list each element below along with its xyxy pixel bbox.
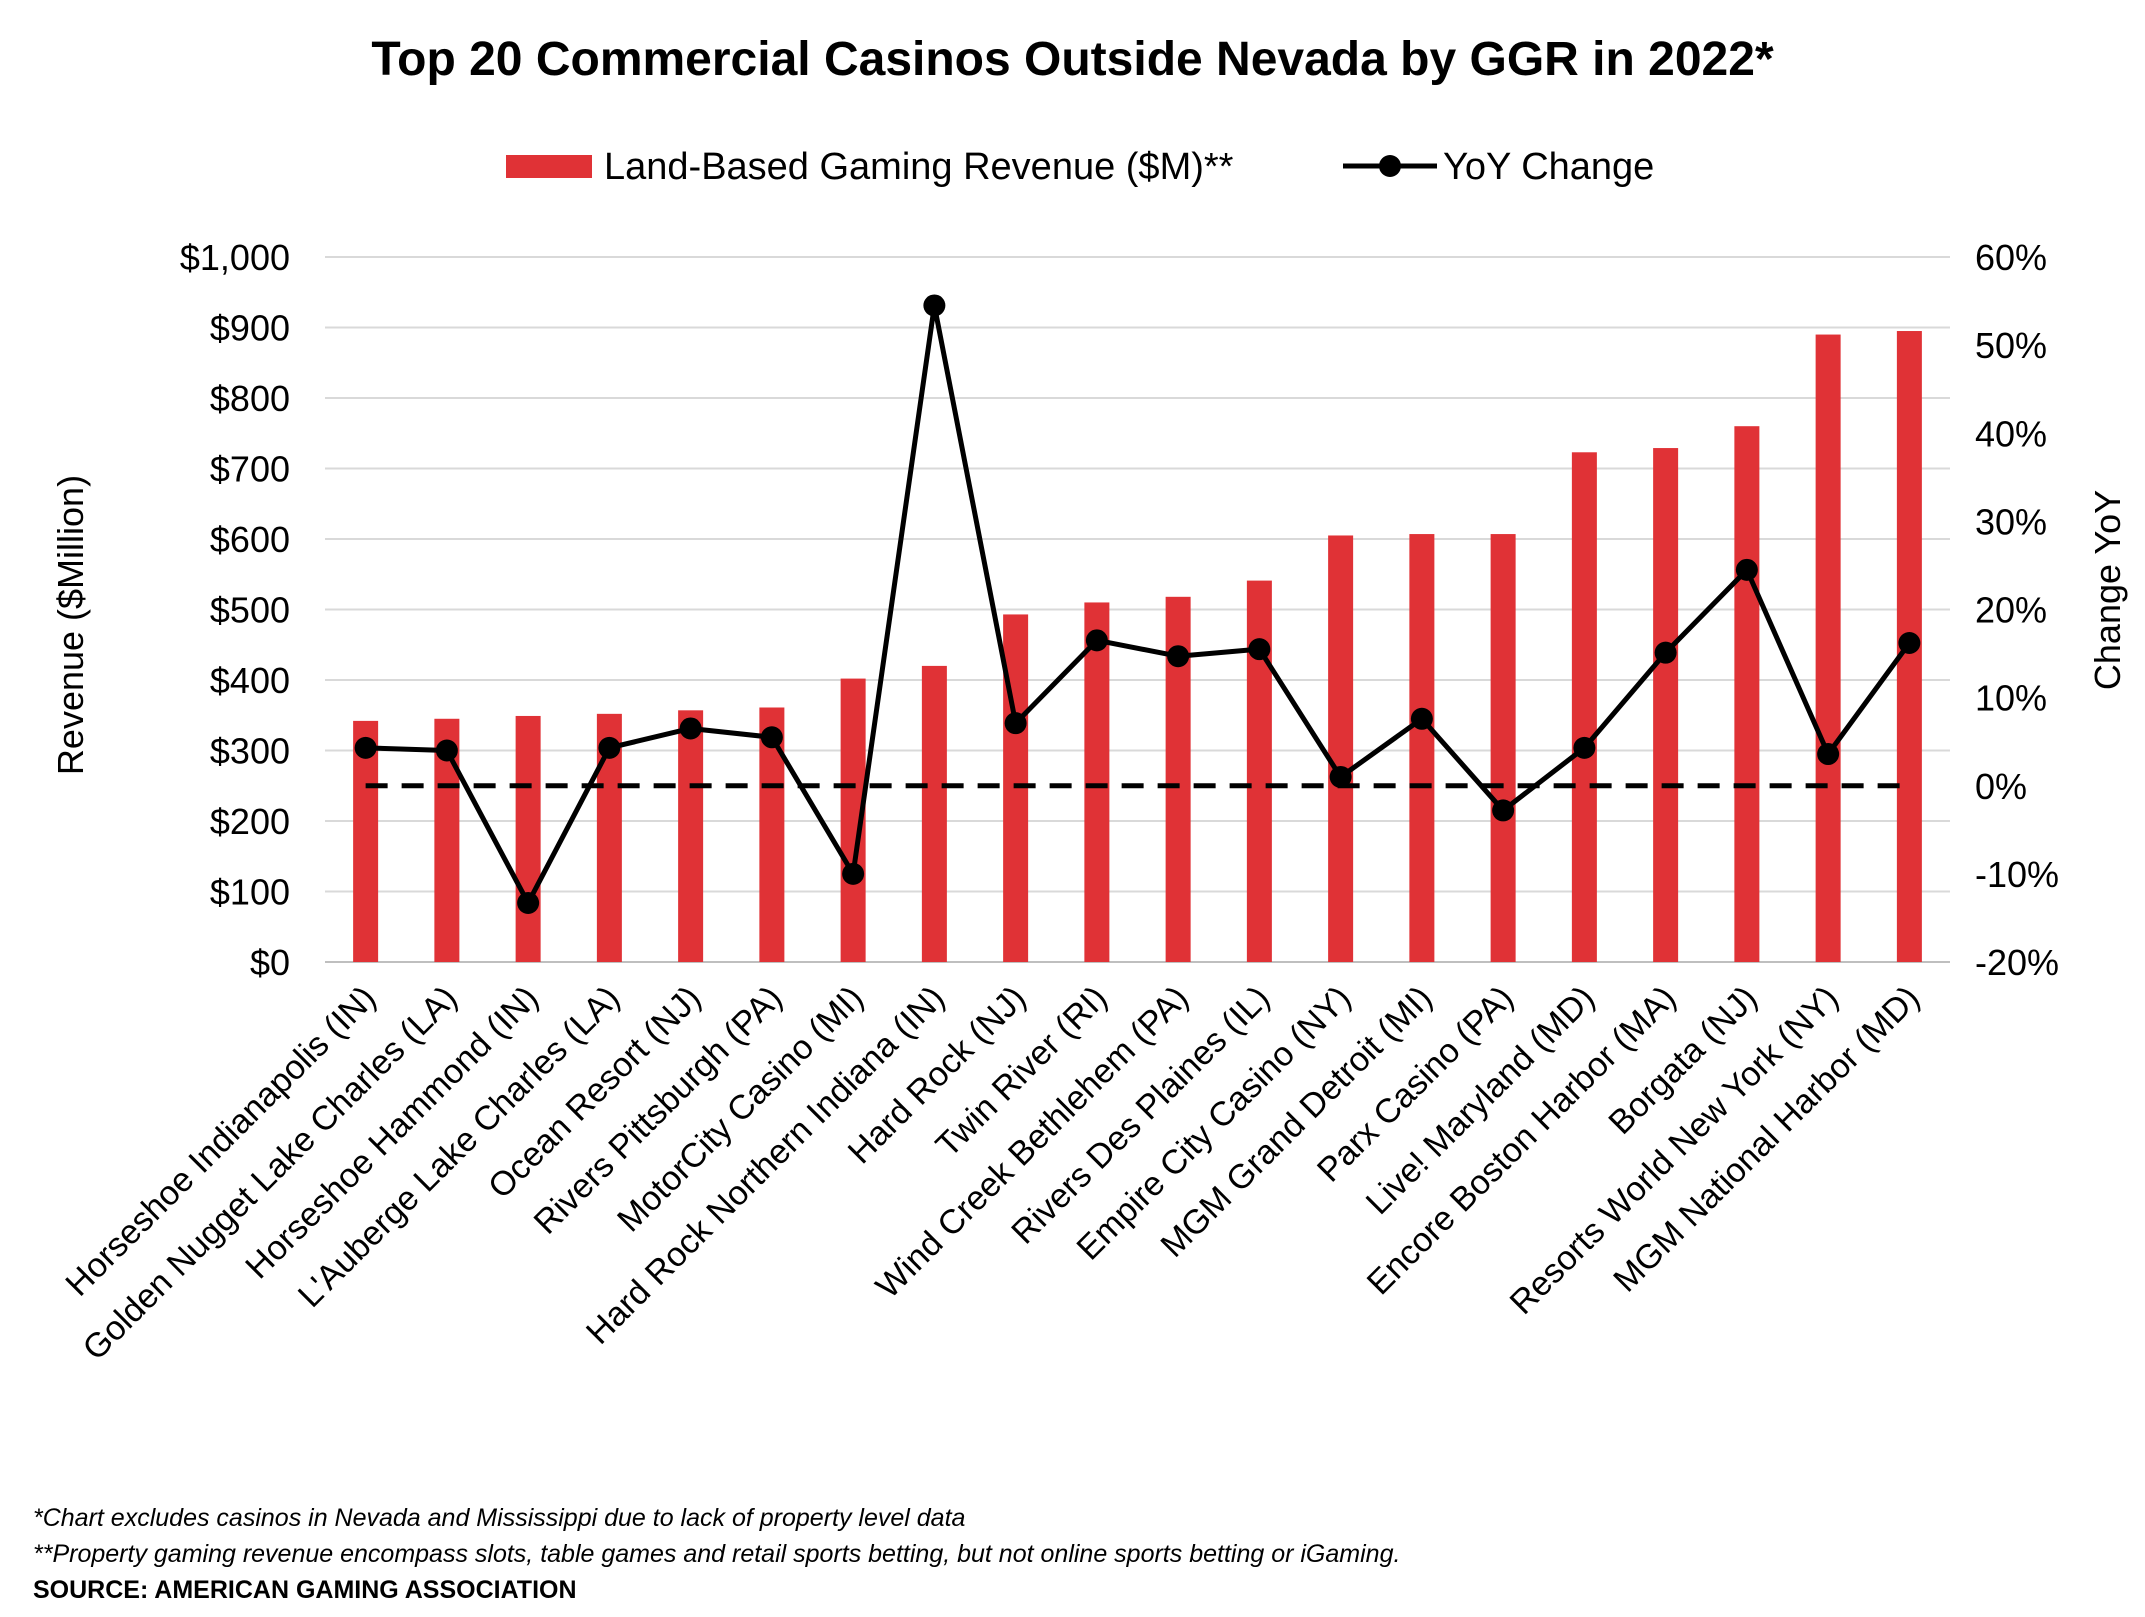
right-tick-label: 20% xyxy=(1975,590,2047,631)
left-tick-label: $1,000 xyxy=(180,237,290,278)
yoy-point xyxy=(1898,631,1921,654)
yoy-line xyxy=(365,302,1912,906)
category-labels: Horseshoe Indianapolis (IN)Golden Nugget… xyxy=(58,979,1927,1368)
yoy-point xyxy=(1248,638,1271,661)
yoy-point xyxy=(354,736,377,759)
left-tick-label: $800 xyxy=(210,378,290,419)
right-axis-ticks: -20% -10% 0% 10% 20% 30% 40% 50% 60% xyxy=(1975,237,2059,983)
revenue-bar xyxy=(921,665,947,962)
yoy-point xyxy=(1573,736,1596,759)
legend-line-marker xyxy=(1379,155,1401,177)
left-tick-label: $900 xyxy=(210,308,290,349)
yoy-point xyxy=(598,736,621,759)
left-tick-label: $0 xyxy=(250,942,290,983)
gridlines xyxy=(325,256,1950,963)
left-tick-label: $600 xyxy=(210,519,290,560)
yoy-point xyxy=(760,726,783,749)
legend-bar-swatch xyxy=(506,155,592,178)
source-line: SOURCE: AMERICAN GAMING ASSOCIATION xyxy=(33,1576,577,1604)
footnote-1: *Chart excludes casinos in Nevada and Mi… xyxy=(33,1504,966,1532)
yoy-point xyxy=(1085,629,1108,652)
revenue-bar xyxy=(1815,334,1841,962)
yoy-point xyxy=(1735,558,1758,581)
yoy-point xyxy=(923,294,946,317)
revenue-bar xyxy=(1246,580,1272,962)
revenue-bar xyxy=(1490,534,1516,962)
chart-title: Top 20 Commercial Casinos Outside Nevada… xyxy=(371,33,1774,86)
legend-line-label: YoY Change xyxy=(1443,146,1654,188)
yoy-point xyxy=(1410,707,1433,730)
yoy-point xyxy=(679,717,702,740)
right-tick-label: -10% xyxy=(1975,854,2059,895)
yoy-point xyxy=(1329,765,1352,788)
yoy-point xyxy=(1817,743,1840,766)
revenue-bar xyxy=(1653,448,1679,962)
footnote-2: **Property gaming revenue encompass slot… xyxy=(33,1540,1401,1568)
right-tick-label: 40% xyxy=(1975,413,2047,454)
yoy-point xyxy=(842,862,865,885)
yoy-point xyxy=(1004,712,1027,735)
yoy-change-line xyxy=(354,294,1921,914)
yoy-point xyxy=(1167,645,1190,668)
left-tick-label: $500 xyxy=(210,590,290,631)
right-tick-label: 60% xyxy=(1975,237,2047,278)
legend: Land-Based Gaming Revenue ($M)** YoY Chan… xyxy=(506,146,1654,188)
yoy-point xyxy=(517,891,540,914)
right-tick-label: 30% xyxy=(1975,501,2047,542)
revenue-bar xyxy=(1328,535,1354,962)
revenue-bar xyxy=(1409,534,1435,962)
left-tick-label: $100 xyxy=(210,872,290,913)
yoy-point xyxy=(1492,799,1515,822)
revenue-bar xyxy=(1571,452,1597,962)
left-tick-label: $300 xyxy=(210,731,290,772)
left-axis-ticks: $0 $100 $200 $300 $400 $500 $600 $700 $800 $900 $1… xyxy=(180,237,290,983)
right-tick-label: -20% xyxy=(1975,942,2059,983)
right-tick-label: 0% xyxy=(1975,766,2027,807)
left-tick-label: $200 xyxy=(210,801,290,842)
left-tick-label: $700 xyxy=(210,449,290,490)
revenue-bar xyxy=(515,715,541,962)
right-tick-label: 10% xyxy=(1975,678,2047,719)
left-axis-label: Revenue ($Million) xyxy=(50,475,91,775)
revenue-bar xyxy=(353,720,379,962)
revenue-bar xyxy=(1734,426,1760,962)
yoy-point xyxy=(1654,641,1677,664)
combo-chart: Land-Based Gaming Revenue ($M)** YoY Chan… xyxy=(50,146,2128,1368)
left-tick-label: $400 xyxy=(210,660,290,701)
yoy-point xyxy=(435,739,458,762)
right-tick-label: 50% xyxy=(1975,325,2047,366)
revenue-bar xyxy=(678,710,704,962)
revenue-bar xyxy=(1084,602,1110,962)
right-axis-label: Change YoY xyxy=(2087,490,2128,690)
footnotes: *Chart excludes casinos in Nevada and Mi… xyxy=(33,1500,1400,1608)
legend-bar-label: Land-Based Gaming Revenue ($M)** xyxy=(604,146,1234,188)
